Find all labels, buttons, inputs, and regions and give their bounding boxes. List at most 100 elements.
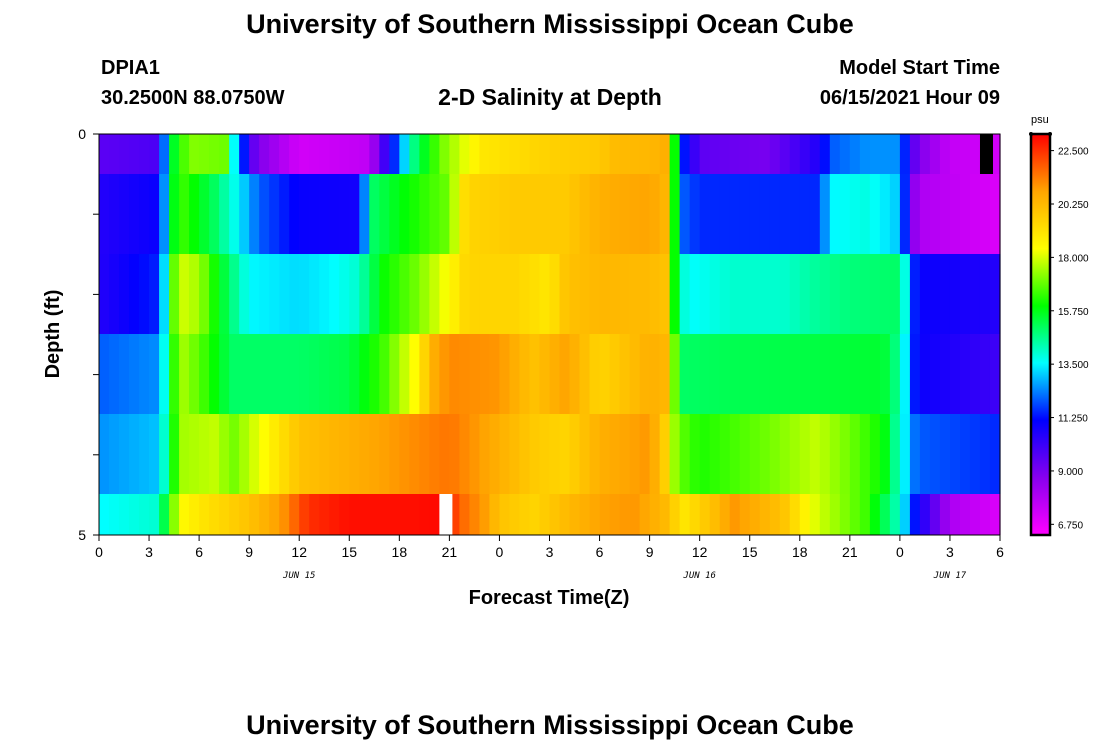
heatmap-cell	[729, 254, 741, 334]
heatmap-cell	[439, 174, 450, 254]
heatmap-cell	[259, 494, 270, 535]
heatmap-cell	[289, 334, 300, 414]
heatmap-cell	[949, 254, 961, 334]
heatmap-cell	[219, 134, 230, 174]
heatmap-cell	[189, 254, 200, 334]
heatmap-cell	[979, 334, 991, 414]
heatmap-cell	[379, 494, 390, 535]
heatmap-cell	[279, 174, 290, 254]
colorbar-tick-label: 9.000	[1058, 467, 1083, 478]
heatmap-cell	[729, 174, 741, 254]
heatmap-cell	[249, 414, 260, 494]
heatmap-cell	[919, 134, 931, 174]
heatmap-cell	[179, 174, 190, 254]
heatmap-cell	[409, 134, 420, 174]
heatmap-cell	[939, 494, 951, 535]
heatmap-cell	[589, 414, 601, 494]
heatmap-cell	[159, 134, 170, 174]
heatmap-cell	[879, 334, 891, 414]
heatmap-cell	[829, 174, 841, 254]
heatmap-cell	[539, 134, 551, 174]
colorbar-tick-label: 15.750	[1058, 307, 1089, 318]
heatmap-cell	[159, 174, 170, 254]
heatmap-cell	[909, 254, 921, 334]
heatmap-cell	[199, 494, 210, 535]
station-id: DPIA1	[101, 57, 160, 79]
heatmap-cell	[859, 254, 871, 334]
heatmap-cell	[289, 254, 300, 334]
heatmap-cell	[639, 414, 651, 494]
heatmap-cell	[129, 494, 140, 535]
heatmap-cell	[169, 494, 180, 535]
heatmap-cell	[189, 334, 200, 414]
heatmap-cell	[979, 254, 991, 334]
heatmap-cell	[599, 414, 611, 494]
heatmap-cell	[179, 414, 190, 494]
heatmap-cell	[749, 494, 761, 535]
heatmap-cell	[219, 254, 230, 334]
heatmap-cell	[229, 254, 240, 334]
heatmap-cell	[849, 134, 861, 174]
heatmap-cell	[849, 494, 861, 535]
heatmap-cell	[799, 334, 811, 414]
heatmap-cell	[839, 334, 851, 414]
heatmap-cell	[949, 174, 961, 254]
heatmap-cell	[609, 254, 621, 334]
heatmap-cell	[569, 254, 581, 334]
heatmap-cell	[839, 254, 851, 334]
heatmap-cell	[139, 174, 150, 254]
heatmap-cell	[549, 134, 561, 174]
heatmap-cell	[209, 414, 220, 494]
heatmap-cell	[409, 254, 420, 334]
heatmap-cell	[499, 414, 511, 494]
heatmap-cell	[269, 414, 280, 494]
heatmap-cell	[549, 174, 561, 254]
colorbar-scale	[1029, 132, 1052, 537]
x-tick-label: 6	[195, 544, 203, 560]
heatmap-cell	[459, 414, 471, 494]
heatmap-cell	[249, 254, 260, 334]
heatmap-cell	[479, 414, 491, 494]
heatmap-cell	[149, 334, 160, 414]
heatmap-cell	[929, 254, 941, 334]
heatmap-cell	[879, 254, 891, 334]
heatmap-cell	[389, 414, 400, 494]
heatmap-cell	[279, 334, 290, 414]
heatmap-cell	[749, 174, 761, 254]
heatmap-cell	[849, 254, 861, 334]
heatmap-cell	[129, 334, 140, 414]
heatmap-cell	[709, 494, 721, 535]
heatmap-cell	[379, 174, 390, 254]
heatmap-cell	[449, 414, 460, 494]
heatmap-cell	[339, 174, 350, 254]
heatmap-cell	[339, 334, 350, 414]
heatmap-cell	[589, 254, 601, 334]
heatmap-cell	[309, 254, 320, 334]
date-label: JUN 16	[682, 571, 716, 581]
heatmap-cell	[509, 334, 521, 414]
heatmap-cell	[239, 254, 250, 334]
heatmap-cell	[379, 134, 390, 174]
heatmap-cell	[589, 174, 601, 254]
heatmap-cell	[519, 174, 531, 254]
heatmap-cell	[459, 494, 471, 535]
heatmap-cell	[339, 254, 350, 334]
heatmap-cell	[919, 414, 931, 494]
heatmap-cell	[269, 494, 280, 535]
heatmap-cell	[699, 254, 711, 334]
heatmap-cell	[529, 174, 541, 254]
heatmap-cell	[569, 414, 581, 494]
heatmap-cell	[319, 254, 330, 334]
heatmap-cell	[559, 414, 571, 494]
heatmap-cell	[519, 334, 531, 414]
heatmap-cell	[439, 254, 450, 334]
heatmap-cell	[309, 494, 320, 535]
heatmap-cell	[99, 414, 110, 494]
heatmap-cell	[879, 134, 891, 174]
heatmap-cell	[739, 414, 751, 494]
model-start-label: Model Start Time	[839, 57, 1000, 79]
heatmap-cell	[769, 334, 781, 414]
heatmap-cell	[239, 134, 250, 174]
heatmap-cell	[749, 334, 761, 414]
heatmap-cell	[429, 174, 440, 254]
